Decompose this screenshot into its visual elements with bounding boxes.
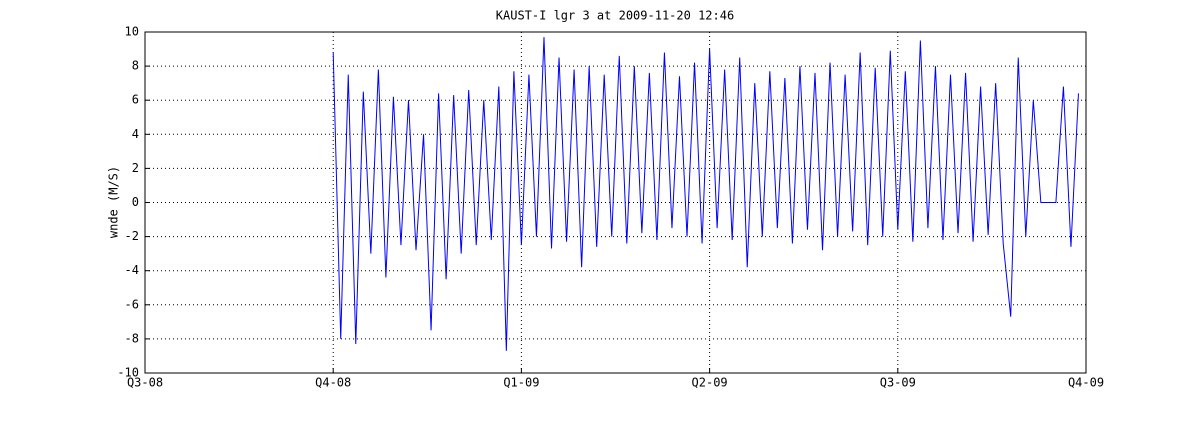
chart-title: KAUST-I lgr 3 at 2009-11-20 12:46 <box>496 9 734 23</box>
y-tick-label: 8 <box>132 59 139 73</box>
y-tick-label: -2 <box>125 229 139 243</box>
y-tick-label: 2 <box>132 161 139 175</box>
plot-frame <box>144 31 1087 374</box>
y-tick-label: 0 <box>132 195 139 209</box>
y-tick-label: -6 <box>125 297 139 311</box>
y-axis-label: wnde (M/S) <box>107 166 121 238</box>
x-tick-label: Q3-09 <box>880 376 916 390</box>
y-tick-label: -8 <box>125 331 139 345</box>
y-tick-label: 10 <box>125 25 139 39</box>
x-tick-label: Q1-09 <box>503 376 539 390</box>
y-tick-label: 4 <box>132 127 139 141</box>
y-tick-label: -10 <box>117 366 139 380</box>
y-tick-label: -4 <box>125 263 139 277</box>
x-tick-label: Q2-09 <box>692 376 728 390</box>
y-tick-label: 6 <box>132 93 139 107</box>
x-tick-label: Q3-08 <box>127 376 163 390</box>
data-line <box>332 37 1079 351</box>
x-tick-label: Q4-08 <box>315 376 351 390</box>
x-tick-label: Q4-09 <box>1068 376 1104 390</box>
